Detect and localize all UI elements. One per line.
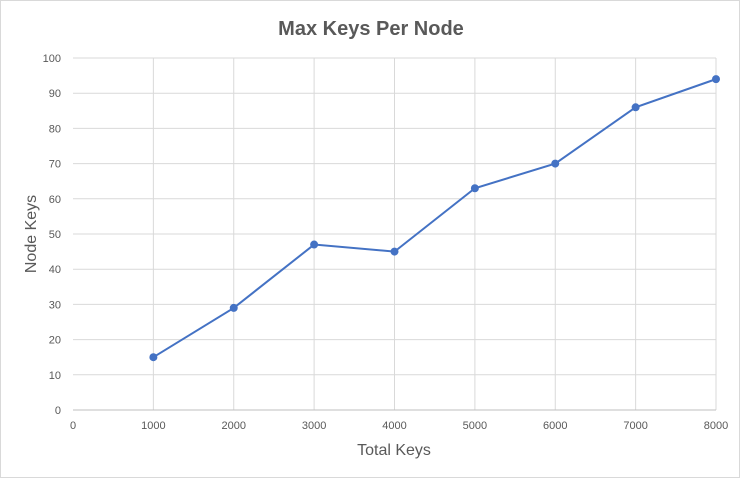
y-tick-label: 20	[49, 335, 61, 347]
x-axis-title: Total Keys	[357, 442, 431, 459]
data-point	[551, 159, 560, 168]
y-tick-label: 70	[49, 159, 61, 171]
y-tick-label: 30	[49, 299, 61, 311]
y-tick-label: 60	[49, 194, 61, 206]
y-tick-label: 10	[49, 370, 61, 382]
x-tick-label: 8000	[704, 420, 728, 432]
x-tick-label: 6000	[543, 420, 567, 432]
x-tick-label: 3000	[302, 420, 326, 432]
x-tick-label: 2000	[222, 420, 246, 432]
data-point	[390, 247, 399, 256]
y-tick-label: 0	[55, 405, 61, 417]
y-axis-title: Node Keys	[23, 195, 40, 273]
x-tick-label: 0	[70, 420, 76, 432]
chart-title: Max Keys Per Node	[278, 18, 464, 40]
series-layer	[149, 75, 720, 362]
y-tick-label: 80	[49, 123, 61, 135]
grid	[73, 57, 717, 410]
y-tick-label: 100	[43, 53, 61, 65]
data-point	[310, 240, 319, 249]
data-point	[470, 184, 479, 193]
x-tick-label: 5000	[463, 420, 487, 432]
data-point	[149, 353, 158, 362]
data-point	[631, 103, 640, 112]
data-point	[229, 303, 238, 312]
x-tick-label: 7000	[623, 420, 647, 432]
y-tick-label: 90	[49, 88, 61, 100]
series-line	[152, 78, 717, 359]
y-tick-label: 50	[49, 229, 61, 241]
x-tick-label: 4000	[382, 420, 406, 432]
y-tick-label: 40	[49, 264, 61, 276]
x-tick-label: 1000	[141, 420, 165, 432]
data-point	[712, 75, 720, 84]
